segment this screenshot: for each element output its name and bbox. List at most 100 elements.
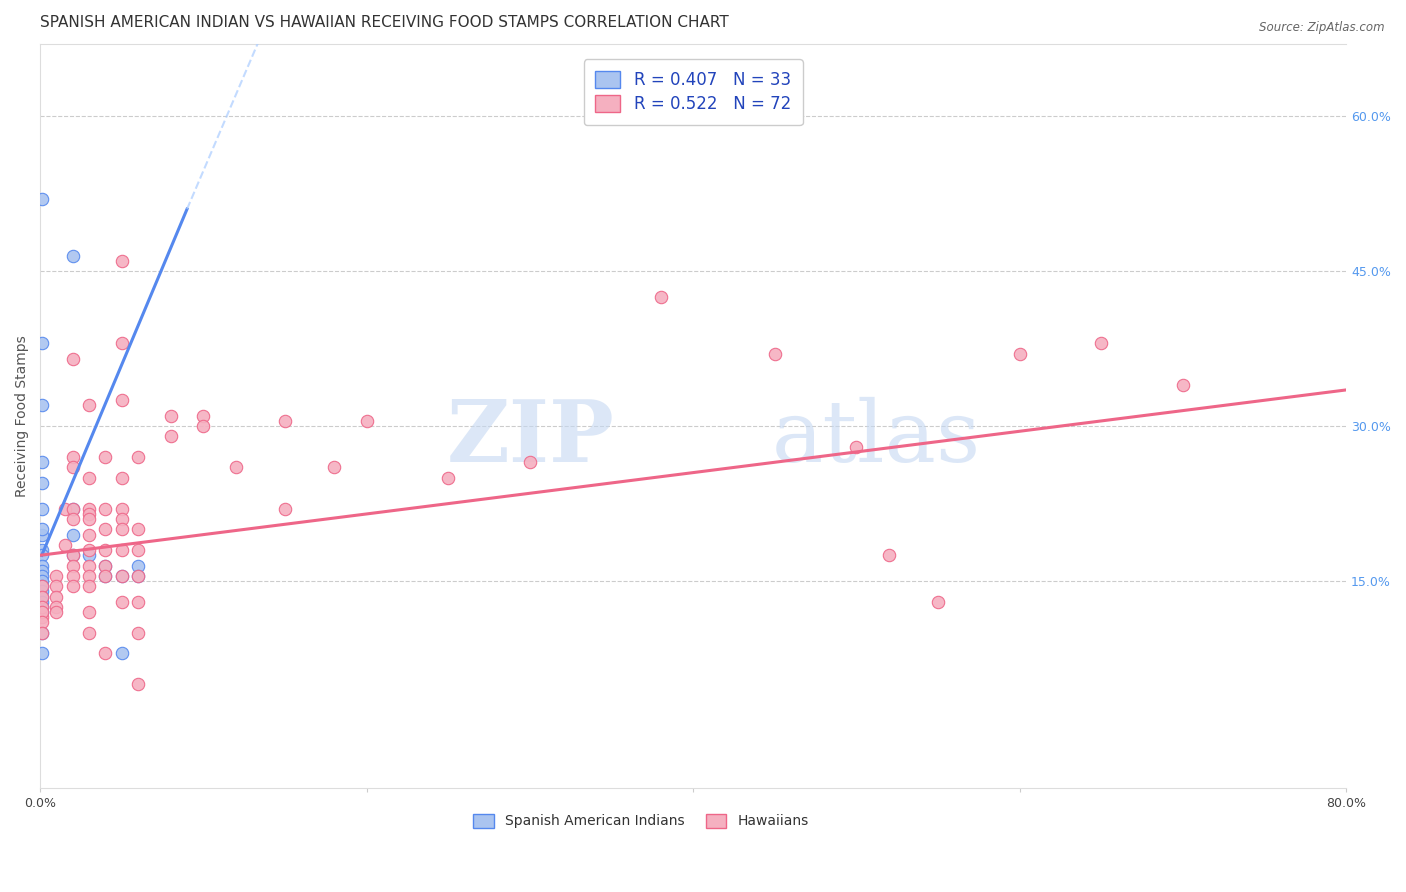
Point (45, 599, 67, 614)
Point (31, 647, 53, 661)
Point (62, 569, 84, 583)
Point (77, 625, 100, 640)
Point (62, 460, 84, 475)
Point (45, 569, 67, 583)
Point (159, 409, 181, 423)
Point (31, 527, 53, 541)
Point (31, 590, 53, 604)
Point (111, 523, 134, 537)
Point (31, 455, 53, 469)
Point (1171, 377, 1194, 392)
Point (45, 590, 67, 604)
Point (111, 543, 134, 558)
Point (62, 558, 84, 573)
Point (77, 579, 100, 593)
Point (111, 595, 134, 609)
Legend: Spanish American Indians, Hawaiians: Spanish American Indians, Hawaiians (465, 805, 817, 837)
Point (31, 625, 53, 640)
Point (31, 523, 53, 537)
Point (127, 543, 149, 558)
Point (519, 455, 541, 469)
Point (94, 450, 117, 464)
Point (62, 450, 84, 464)
Point (62, 501, 84, 516)
Point (274, 501, 297, 516)
Point (94, 647, 117, 661)
Point (31, 590, 53, 604)
Point (31, 599, 53, 614)
Point (127, 625, 149, 640)
Point (77, 398, 100, 412)
Y-axis label: Receiving Food Stamps: Receiving Food Stamps (15, 334, 30, 497)
Point (1008, 347, 1031, 361)
Point (31, 605, 53, 619)
Point (127, 450, 149, 464)
Point (111, 569, 134, 583)
Point (94, 543, 117, 558)
Point (31, 501, 53, 516)
Point (31, 192, 53, 206)
Point (763, 347, 786, 361)
Point (111, 501, 134, 516)
Point (31, 605, 53, 619)
Point (31, 475, 53, 490)
Point (437, 471, 460, 485)
Point (31, 564, 53, 578)
Point (31, 579, 53, 593)
Point (127, 569, 149, 583)
Point (62, 512, 84, 526)
Point (111, 336, 134, 351)
Point (94, 558, 117, 573)
Point (845, 440, 868, 454)
Point (77, 527, 100, 541)
Point (193, 419, 215, 434)
Point (111, 253, 134, 268)
Point (31, 579, 53, 593)
Point (77, 471, 100, 485)
Point (94, 558, 117, 573)
Point (62, 248, 84, 262)
Point (31, 569, 53, 583)
Point (927, 595, 949, 609)
Point (1090, 336, 1112, 351)
Point (94, 501, 117, 516)
Point (45, 579, 67, 593)
Point (31, 615, 53, 630)
Point (111, 569, 134, 583)
Point (31, 625, 53, 640)
Point (31, 549, 53, 563)
Point (62, 549, 84, 563)
Point (77, 543, 100, 558)
Point (77, 512, 100, 526)
Point (77, 549, 100, 563)
Point (31, 398, 53, 412)
Point (31, 595, 53, 609)
Text: ZIP: ZIP (447, 396, 614, 480)
Text: SPANISH AMERICAN INDIAN VS HAWAIIAN RECEIVING FOOD STAMPS CORRELATION CHART: SPANISH AMERICAN INDIAN VS HAWAIIAN RECE… (41, 15, 728, 30)
Point (274, 414, 297, 428)
Point (323, 460, 346, 475)
Point (45, 605, 67, 619)
Point (31, 610, 53, 624)
Point (62, 579, 84, 593)
Point (77, 507, 100, 521)
Point (62, 351, 84, 366)
Point (111, 512, 134, 526)
Point (127, 677, 149, 691)
Point (111, 647, 134, 661)
Point (111, 393, 134, 408)
Point (650, 290, 672, 304)
Text: atlas: atlas (772, 396, 980, 480)
Point (159, 429, 181, 443)
Point (193, 409, 215, 423)
Point (62, 549, 84, 563)
Point (62, 527, 84, 541)
Point (127, 558, 149, 573)
Point (877, 549, 900, 563)
Point (94, 569, 117, 583)
Point (225, 460, 247, 475)
Point (94, 569, 117, 583)
Point (62, 501, 84, 516)
Point (31, 584, 53, 599)
Point (53, 501, 76, 516)
